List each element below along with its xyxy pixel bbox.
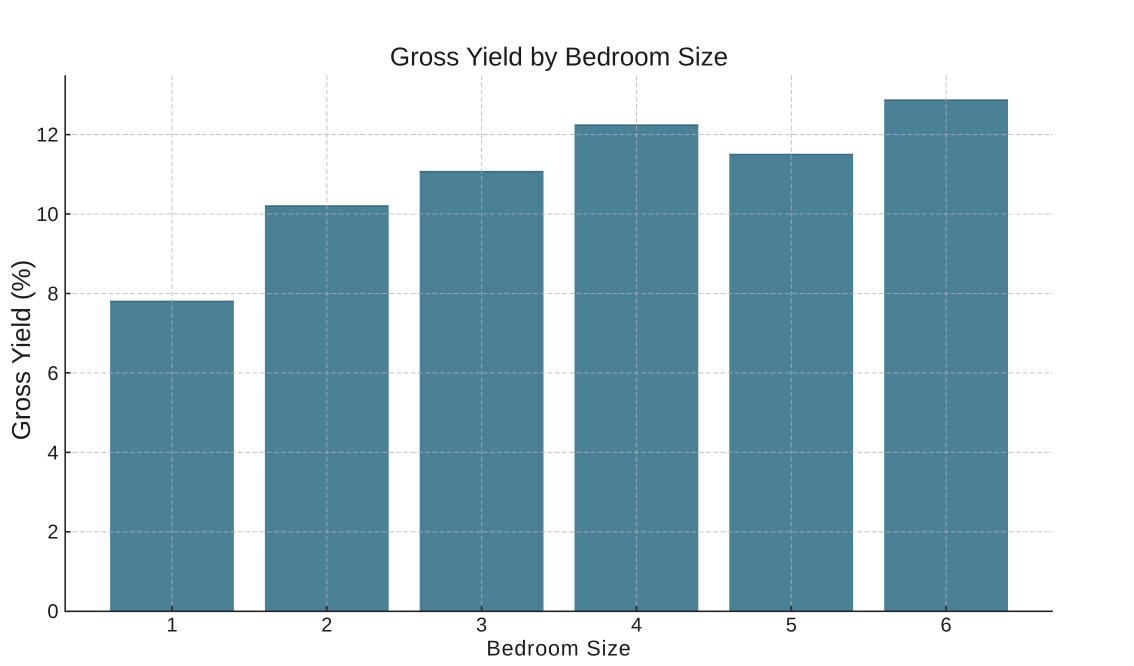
svg-text:0: 0 <box>47 601 58 623</box>
svg-text:3: 3 <box>476 614 487 636</box>
svg-text:1: 1 <box>166 614 177 636</box>
svg-text:6: 6 <box>941 614 952 636</box>
svg-text:12: 12 <box>36 125 58 147</box>
svg-text:4: 4 <box>47 442 58 464</box>
svg-text:2: 2 <box>321 614 332 636</box>
svg-text:2: 2 <box>47 522 58 544</box>
svg-text:4: 4 <box>631 614 642 636</box>
svg-text:10: 10 <box>36 204 58 226</box>
svg-text:Gross Yield by Bedroom Size: Gross Yield by Bedroom Size <box>390 42 728 72</box>
svg-text:Gross Yield (%): Gross Yield (%) <box>6 260 36 441</box>
svg-text:5: 5 <box>786 614 797 636</box>
svg-text:8: 8 <box>47 283 58 305</box>
svg-text:6: 6 <box>47 363 58 385</box>
svg-text:Bedroom Size: Bedroom Size <box>486 636 631 660</box>
